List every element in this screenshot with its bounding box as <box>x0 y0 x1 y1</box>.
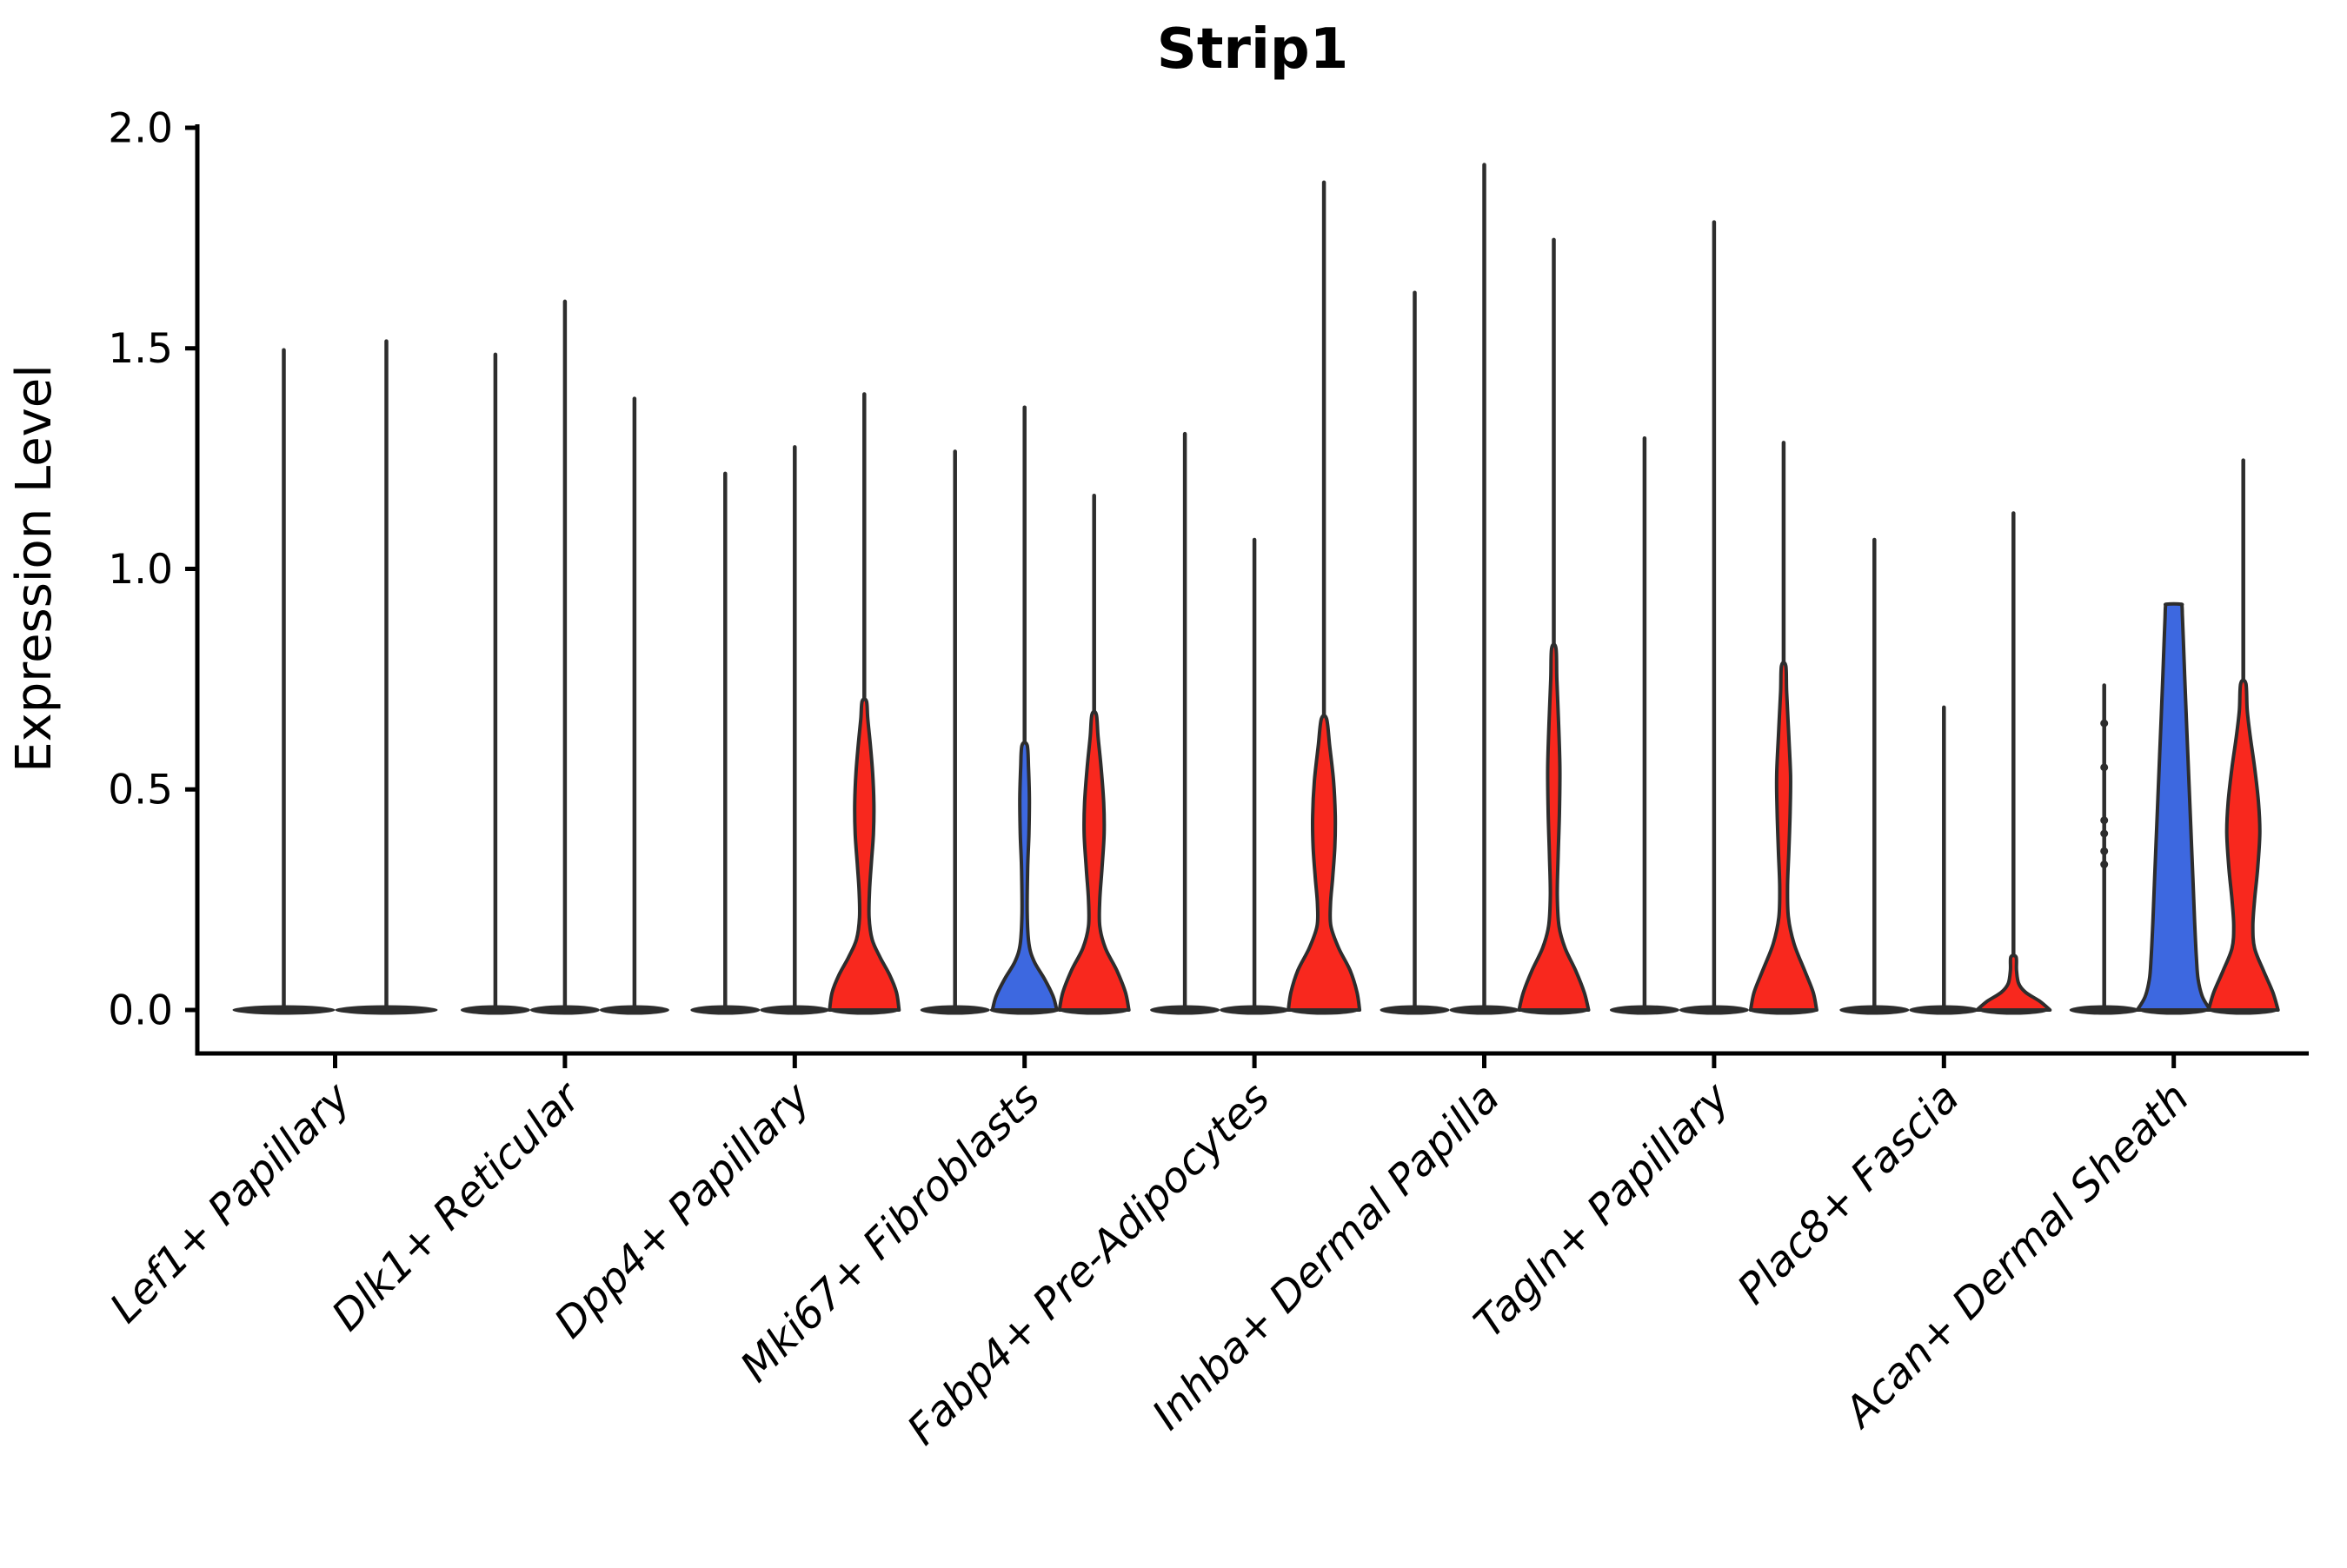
violin-base <box>1150 1005 1220 1015</box>
x-tick-label: Dpp4+ Papillary <box>545 1073 820 1347</box>
violin-base <box>460 1005 530 1015</box>
violin-base <box>529 1005 600 1015</box>
y-tick-label: 1.0 <box>108 546 173 594</box>
violin <box>1748 441 1818 1015</box>
violin <box>232 348 336 1015</box>
x-tick-label: Fabp4+ Pre-Adipocytes <box>898 1073 1280 1455</box>
violin-body-red <box>1748 661 1818 1012</box>
violin <box>335 339 438 1015</box>
violin <box>690 471 761 1015</box>
violin-base <box>335 1005 438 1015</box>
violin <box>1975 511 2052 1015</box>
violin-base <box>1449 1005 1519 1015</box>
violin-base <box>1909 1005 1979 1015</box>
x-tick-label: Dlk1+ Reticular <box>322 1072 592 1341</box>
violin-body-red <box>828 697 901 1012</box>
violin-base <box>920 1005 990 1015</box>
x-tick-label: Lef1+ Papillary <box>101 1073 361 1332</box>
data-point <box>2100 860 2109 869</box>
x-tick-label: Plac8+ Fascia <box>1728 1073 1969 1314</box>
x-tick-label: Tagln+ Papillary <box>1465 1073 1739 1347</box>
violin-base <box>1380 1005 1450 1015</box>
violin <box>1517 237 1591 1015</box>
violin-base <box>1839 1005 1910 1015</box>
violin <box>1679 220 1749 1015</box>
data-point <box>2100 763 2109 772</box>
violin <box>2069 683 2139 1015</box>
violin <box>989 405 1060 1015</box>
y-tick-label: 1.5 <box>108 325 173 373</box>
y-tick-labels: 0.0 0.5 1.0 1.5 2.0 <box>108 104 173 1034</box>
violin-body-red <box>1287 714 1362 1012</box>
violin-body-red <box>1975 953 2052 1012</box>
violin-base <box>2069 1005 2139 1015</box>
violin <box>460 352 530 1015</box>
violin-body-red <box>1057 709 1131 1012</box>
data-point <box>2100 816 2109 825</box>
violin <box>1609 436 1679 1015</box>
violin-body-red <box>1517 642 1591 1012</box>
violin <box>529 299 600 1015</box>
violin-base <box>599 1005 669 1015</box>
violin-body-red <box>2206 678 2280 1012</box>
data-point <box>2100 719 2109 728</box>
y-axis-label: Expression Level <box>6 364 63 773</box>
violin <box>1220 537 1290 1015</box>
violin <box>1057 493 1131 1015</box>
violin <box>1380 290 1450 1015</box>
axes <box>185 124 2309 1068</box>
violin <box>760 445 830 1015</box>
violin-body-blue <box>990 741 1059 1012</box>
violin-base <box>1609 1005 1679 1015</box>
violin <box>2206 458 2280 1015</box>
violin-base <box>690 1005 761 1015</box>
violin <box>599 396 669 1015</box>
violin <box>1909 705 1979 1015</box>
data-point <box>2100 847 2109 855</box>
violin <box>920 449 990 1015</box>
violin <box>2135 601 2212 1015</box>
violin-base <box>1679 1005 1749 1015</box>
y-tick-label: 0.0 <box>108 987 173 1034</box>
violin <box>1839 537 1910 1015</box>
violin <box>1287 180 1362 1015</box>
violin-series <box>232 163 2280 1015</box>
violin <box>1449 163 1519 1015</box>
data-point <box>2100 829 2109 838</box>
violin-body-blue <box>2135 601 2212 1012</box>
violin <box>1150 431 1220 1015</box>
violin <box>828 392 901 1015</box>
plot-title: Strip1 <box>1157 17 1349 82</box>
violin-base <box>232 1005 336 1015</box>
violin-base <box>760 1005 830 1015</box>
violin-base <box>1220 1005 1290 1015</box>
y-tick-label: 0.5 <box>108 767 173 814</box>
y-tick-label: 2.0 <box>108 104 173 152</box>
